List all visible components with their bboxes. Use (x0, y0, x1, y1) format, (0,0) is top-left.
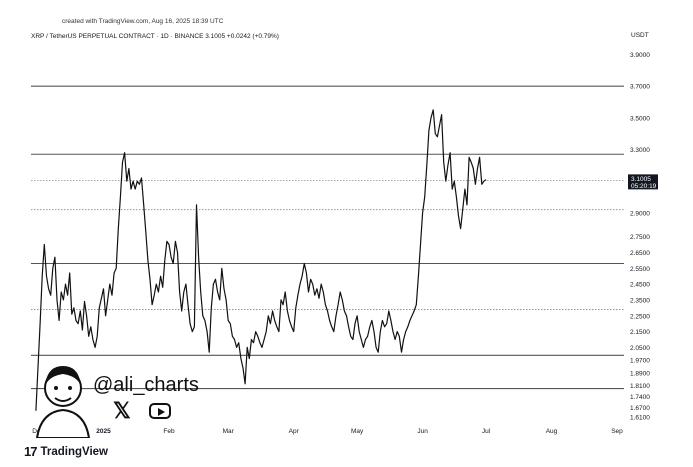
x-tick-label: Jun (417, 428, 428, 435)
y-tick-label: 2.5500 (630, 266, 650, 273)
author-handle: @ali_charts (93, 374, 199, 396)
y-tick-label: 1.9700 (630, 358, 650, 365)
y-tick-label: 3.7000 (630, 84, 650, 91)
price-line (35, 109, 487, 411)
currency-label: USDT (631, 32, 649, 39)
y-tick-label: 1.8100 (630, 383, 650, 390)
y-tick-label: 3.5000 (630, 115, 650, 122)
x-tick-label: Mar (223, 428, 235, 435)
social-icons: 𝕏 (113, 400, 171, 422)
y-tick-label: 2.3500 (630, 297, 650, 304)
y-tick-label: 2.7500 (630, 234, 650, 241)
x-tick-label: Jul (482, 428, 491, 435)
y-tick-label: 2.6500 (630, 250, 650, 257)
tradingview-logo-icon: 17 (24, 444, 38, 459)
y-tick-label: 2.4500 (630, 282, 650, 289)
price-tag-timer: 05:20:19 (631, 183, 657, 190)
y-tick-label: 2.9000 (630, 210, 650, 217)
credit-text: created with TradingView.com, Aug 16, 20… (62, 18, 224, 25)
y-axis: 3.90003.70003.50003.30003.10002.90002.75… (630, 52, 650, 422)
x-tick-label: 2025 (96, 428, 111, 435)
y-tick-label: 3.3000 (630, 147, 650, 154)
symbol-legend: XRP / TetherUS PERPETUAL CONTRACT · 1D ·… (31, 33, 279, 40)
play-icon[interactable] (148, 403, 171, 419)
price-series (35, 109, 487, 411)
y-tick-label: 1.8900 (630, 370, 650, 377)
price-tag-box (628, 174, 658, 190)
x-axis: Dec2025FebMarAprMayJunJulAugSep (32, 428, 623, 435)
y-tick-label: 1.7400 (630, 394, 650, 401)
y-tick-label: 1.6700 (630, 405, 650, 412)
x-tick-label: May (351, 428, 364, 435)
brand-name: TradingView (40, 445, 108, 458)
y-tick-label: 3.9000 (630, 52, 650, 59)
x-tick-label: Aug (546, 428, 558, 435)
y-tick-label: 2.1500 (630, 329, 650, 336)
avatar (35, 366, 91, 438)
x-tick-label: Feb (163, 428, 175, 435)
y-tick-label: 2.0500 (630, 345, 650, 352)
tradingview-brand[interactable]: 17 TradingView (24, 444, 108, 459)
x-icon[interactable]: 𝕏 (113, 398, 131, 423)
price-tag-price: 3.1005 (631, 176, 651, 183)
x-tick-label: Apr (289, 428, 300, 435)
y-tick-label: 1.6100 (630, 415, 650, 422)
x-tick-label: Sep (611, 428, 623, 435)
level-lines (31, 85, 624, 390)
y-tick-label: 2.2500 (630, 313, 650, 320)
